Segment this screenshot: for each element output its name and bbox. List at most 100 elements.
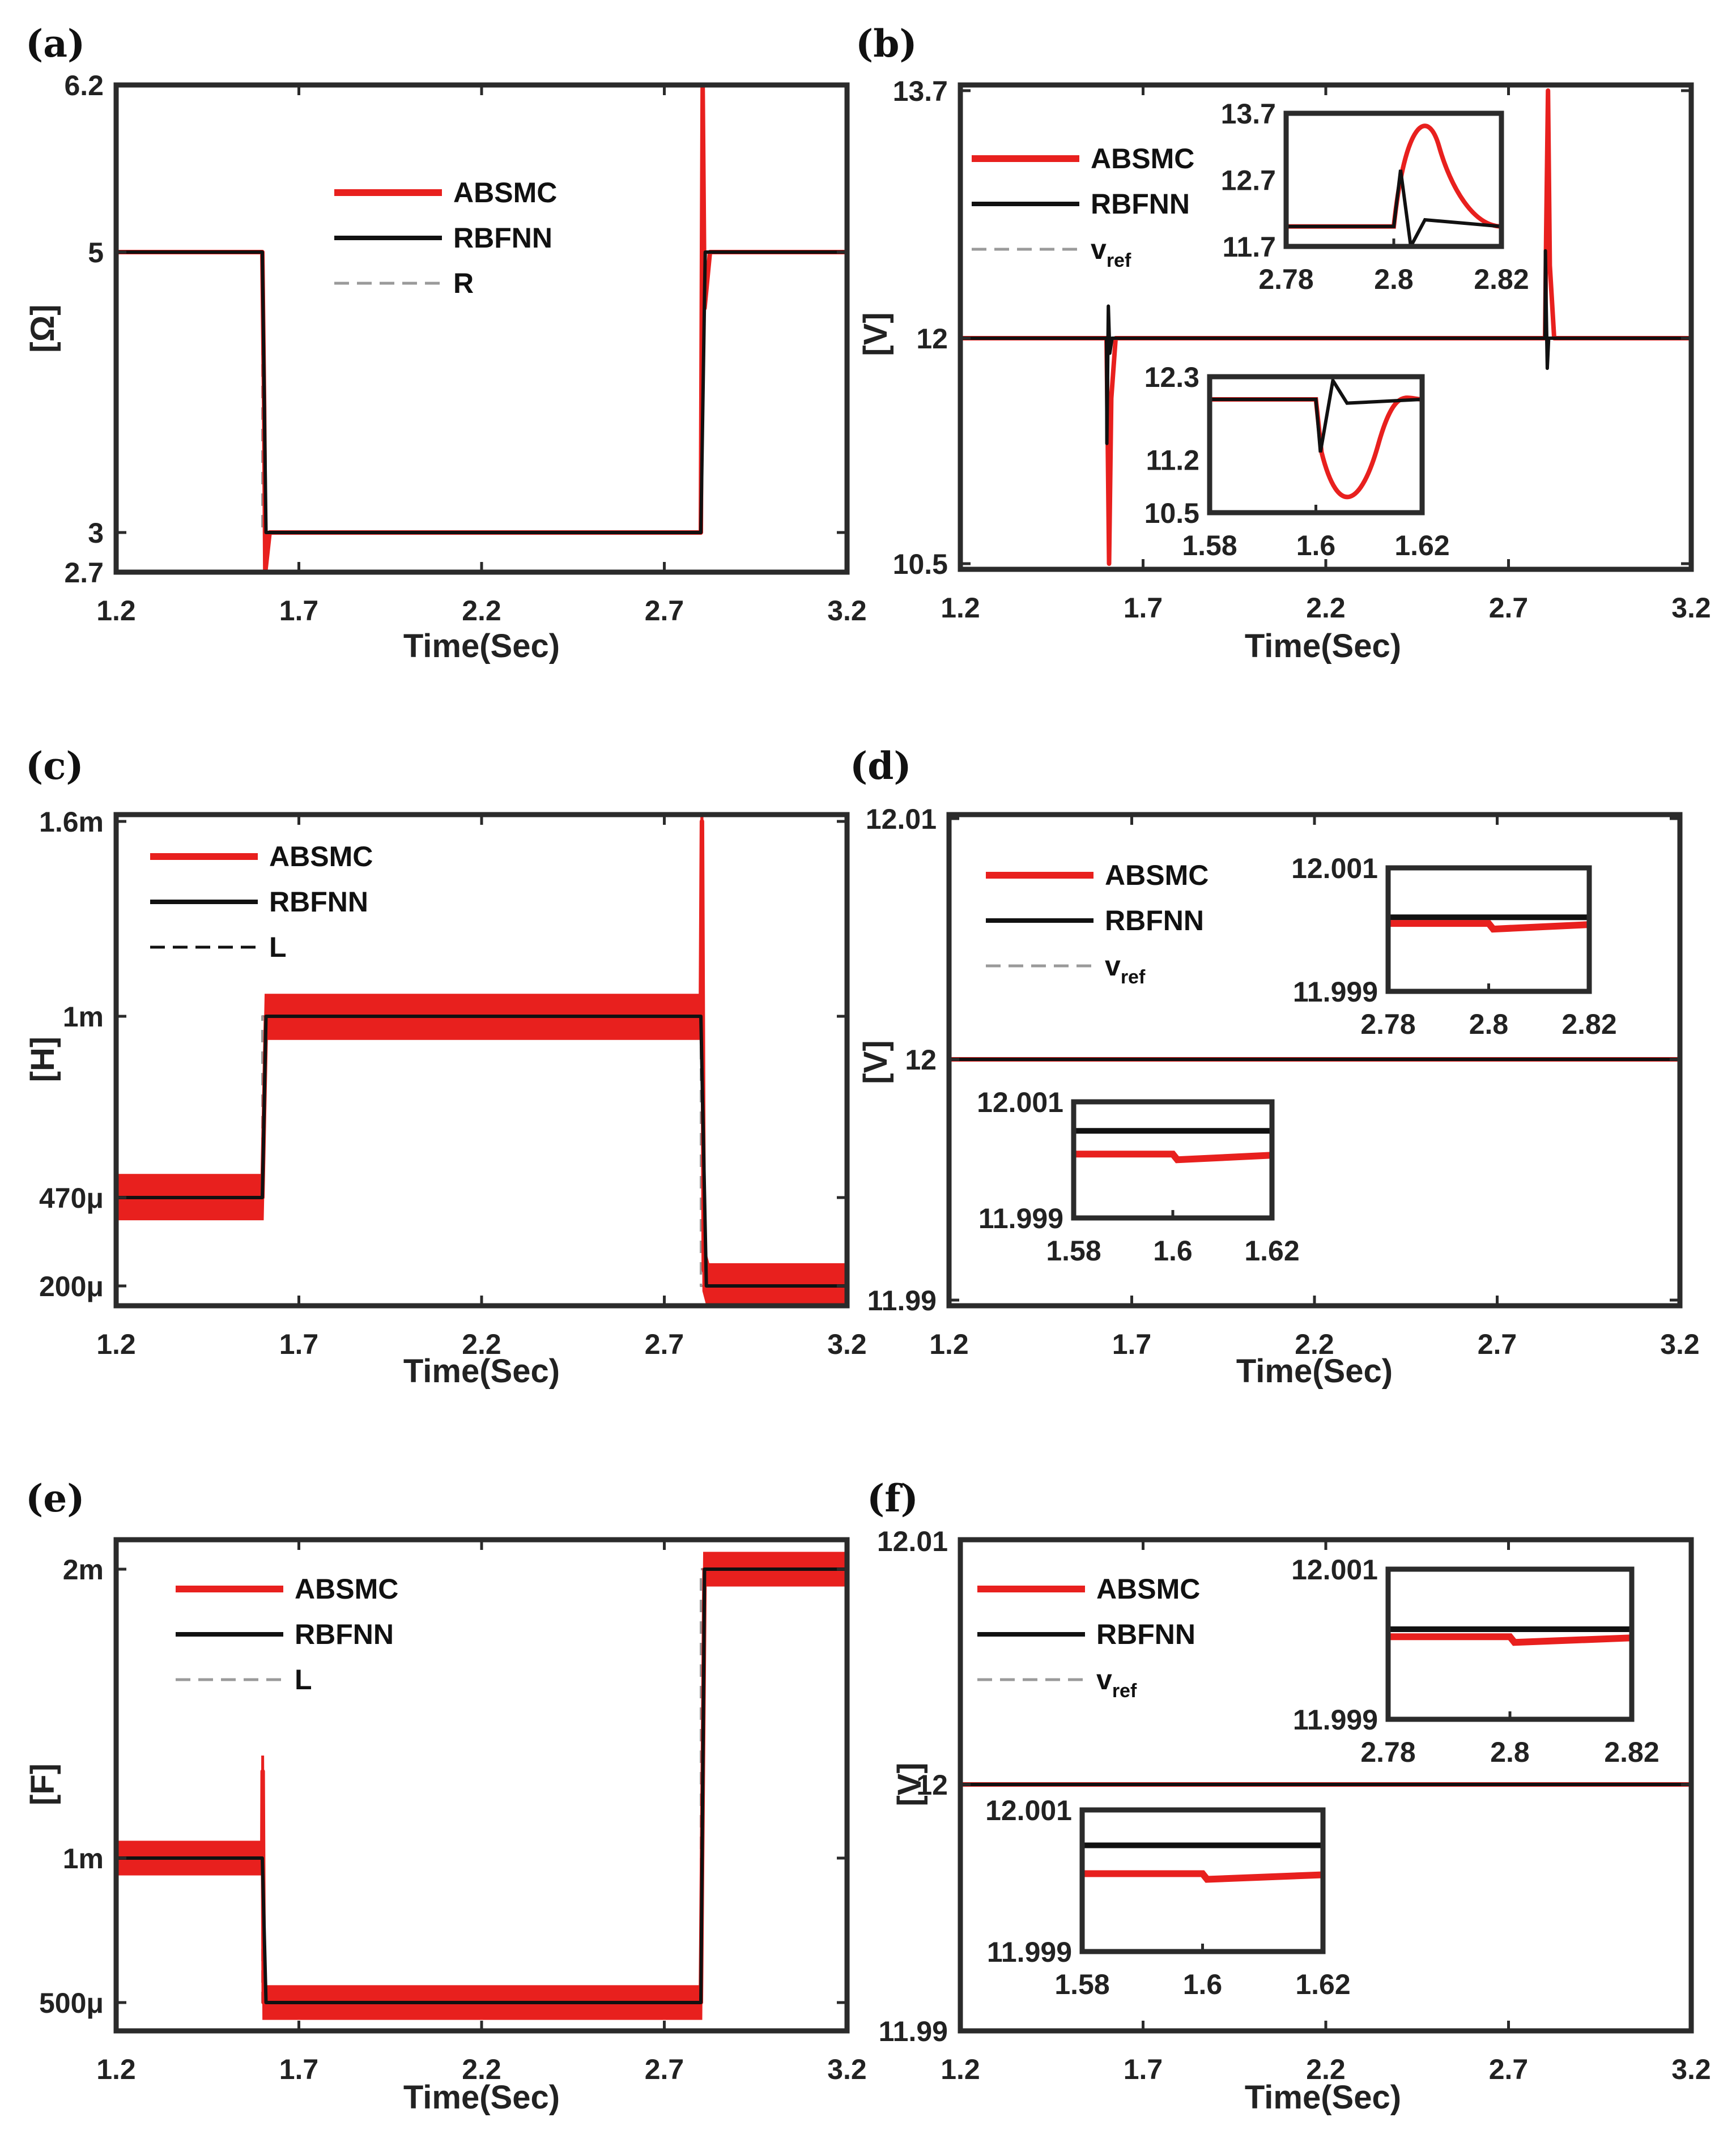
series-r-line bbox=[116, 251, 847, 534]
axes-frame bbox=[113, 1537, 850, 2034]
inset-x-tick-label: 1.62 bbox=[1394, 530, 1449, 561]
series-absmc-band bbox=[116, 1552, 847, 2020]
x-tick-label: 3.2 bbox=[827, 1328, 867, 1360]
series-absmc-band bbox=[116, 815, 847, 1306]
x-tick-label: 1.7 bbox=[1124, 2054, 1163, 2085]
x-tick-label: 2.7 bbox=[1489, 2054, 1529, 2085]
inset-y-tick-label: 11.999 bbox=[1293, 976, 1378, 1008]
y-tick-label: 1m bbox=[63, 1843, 104, 1875]
series-rbfnn-line bbox=[960, 249, 1691, 445]
legend: ABSMC RBFNN R bbox=[334, 177, 557, 299]
legend-label-2: L bbox=[269, 931, 287, 963]
x-tick-label: 2.7 bbox=[1489, 592, 1529, 624]
legend-label-1: RBFNN bbox=[1105, 905, 1204, 936]
x-tick-label: 1.2 bbox=[96, 2054, 136, 2085]
x-tick-label: 1.2 bbox=[941, 592, 980, 624]
inset-absmc-line bbox=[1388, 1633, 1632, 1646]
panel-label: (a) bbox=[25, 22, 85, 66]
panel-c: 1.2 1.7 2.2 2.7 3.2 200μ 470μ 1m 1.6m (c) Time(Sec… bbox=[24, 744, 867, 1390]
inset-x-tick-label: 2.78 bbox=[1360, 1008, 1415, 1040]
inset-absmc-line bbox=[1082, 1870, 1323, 1883]
legend-label-0: ABSMC bbox=[269, 841, 373, 872]
inset-x-tick-label: 1.6 bbox=[1183, 1969, 1223, 2000]
inset-background bbox=[1388, 1569, 1632, 1719]
inset-0: 2.78 2.8 2.82 11.999 12.001 bbox=[1291, 1554, 1660, 1768]
y-tick-label: 12 bbox=[916, 323, 948, 355]
x-axis-label: Time(Sec) bbox=[1245, 2079, 1401, 2116]
x-tick-label: 1.7 bbox=[279, 1328, 319, 1360]
x-tick-label: 2.2 bbox=[462, 595, 501, 627]
inset-0: 2.78 2.8 2.82 11.7 12.7 13.7 bbox=[1221, 98, 1529, 295]
x-tick-label: 1.2 bbox=[96, 1328, 136, 1360]
y-tick-label: 12 bbox=[916, 1769, 948, 1801]
y-tick-label: 13.7 bbox=[893, 75, 948, 107]
x-tick-label: 3.2 bbox=[1660, 1328, 1700, 1360]
inset-1: 1.58 1.6 1.62 11.999 12.001 bbox=[977, 1087, 1300, 1267]
x-axis-label: Time(Sec) bbox=[403, 2079, 560, 2116]
y-tick-label: 10.5 bbox=[893, 548, 948, 580]
x-tick-label: 1.7 bbox=[279, 2054, 319, 2085]
inset-plot bbox=[1388, 914, 1589, 933]
inset-y-tick-label: 12.001 bbox=[1291, 1554, 1378, 1586]
panel-label: (d) bbox=[850, 744, 912, 788]
series-l-line bbox=[116, 1015, 847, 1287]
legend-label-1: RBFNN bbox=[295, 1618, 394, 1650]
legend-label-2: L bbox=[295, 1664, 312, 1696]
inset-x-tick-label: 2.82 bbox=[1474, 263, 1529, 295]
inset-1: 1.58 1.6 1.62 10.5 11.2 12.3 bbox=[1144, 361, 1450, 561]
y-axis-label: [F] bbox=[24, 1763, 61, 1805]
panel-e: 1.2 1.7 2.2 2.7 3.2 500μ 1m 2m (e) Time(Sec) [F] AB… bbox=[24, 1476, 867, 2116]
x-tick-label: 2.7 bbox=[645, 1328, 684, 1360]
x-tick-label: 3.2 bbox=[827, 2054, 867, 2085]
inset-plot bbox=[1210, 377, 1422, 500]
panel-label: (e) bbox=[25, 1476, 84, 1520]
legend: ABSMC RBFNN vref bbox=[977, 1573, 1200, 1702]
x-tick-label: 2.2 bbox=[1306, 592, 1346, 624]
panel-label: (b) bbox=[856, 22, 917, 66]
inset-y-tick-label: 12.7 bbox=[1221, 165, 1276, 197]
inset-0: 2.78 2.8 2.82 11.999 12.001 bbox=[1291, 853, 1617, 1040]
x-tick-label: 1.2 bbox=[929, 1328, 969, 1360]
panel-a: 1.2 1.7 2.2 2.7 3.2 2.7 3 5 6.2 (a) Time(Sec) [Ω] AB… bbox=[24, 22, 867, 664]
x-tick-label: 3.2 bbox=[1671, 2054, 1711, 2085]
inset-absmc-line bbox=[1074, 1151, 1272, 1164]
y-tick-label: 11.99 bbox=[867, 1285, 937, 1317]
panel-b: 1.2 1.7 2.2 2.7 3.2 10.5 12 13.7 (b) Time(Sec) [V]… bbox=[856, 22, 1711, 664]
legend: ABSMC RBFNN L bbox=[150, 841, 373, 963]
x-tick-label: 2.2 bbox=[1306, 2054, 1346, 2085]
inset-x-tick-label: 1.6 bbox=[1153, 1235, 1193, 1267]
y-tick-label: 12 bbox=[905, 1044, 937, 1076]
inset-x-tick-label: 2.8 bbox=[1374, 263, 1414, 295]
series-rbfnn-line bbox=[116, 250, 847, 534]
y-tick-label: 5 bbox=[88, 237, 104, 269]
inset-x-tick-label: 1.58 bbox=[1046, 1235, 1101, 1267]
x-tick-label: 2.7 bbox=[1478, 1328, 1517, 1360]
y-axis-label: [H] bbox=[24, 1037, 61, 1083]
x-tick-label: 2.2 bbox=[462, 1328, 501, 1360]
inset-y-tick-label: 11.999 bbox=[978, 1203, 1063, 1234]
legend-label-0: ABSMC bbox=[1105, 859, 1209, 891]
legend-label-0: ABSMC bbox=[295, 1573, 398, 1605]
y-tick-label: 12.01 bbox=[877, 1526, 948, 1557]
x-tick-label: 3.2 bbox=[827, 595, 867, 627]
legend-label-1: RBFNN bbox=[453, 222, 552, 254]
inset-y-tick-label: 12.3 bbox=[1144, 361, 1199, 393]
y-axis-label: [V] bbox=[857, 312, 894, 356]
inset-y-tick-label: 12.001 bbox=[977, 1087, 1063, 1118]
legend-label-1: RBFNN bbox=[269, 886, 368, 918]
y-tick-label: 12.01 bbox=[866, 803, 937, 835]
series-rbfnn-line bbox=[116, 1015, 847, 1288]
inset-rbfnn-line bbox=[1210, 377, 1422, 453]
inset-x-tick-label: 1.62 bbox=[1244, 1235, 1299, 1267]
inset-rbfnn-line bbox=[1286, 169, 1501, 246]
x-axis-label: Time(Sec) bbox=[403, 628, 560, 664]
legend-label-2: vref bbox=[1105, 950, 1146, 988]
legend: ABSMC RBFNN vref bbox=[986, 859, 1209, 988]
panel-label: (c) bbox=[25, 744, 84, 788]
y-tick-label: 500μ bbox=[39, 1987, 104, 2019]
y-tick-label: 1m bbox=[63, 1001, 104, 1033]
inset-background bbox=[1082, 1810, 1323, 1952]
axes-frame bbox=[113, 812, 850, 1309]
y-tick-label: 200μ bbox=[39, 1271, 104, 1302]
x-tick-label: 2.7 bbox=[645, 2054, 684, 2085]
